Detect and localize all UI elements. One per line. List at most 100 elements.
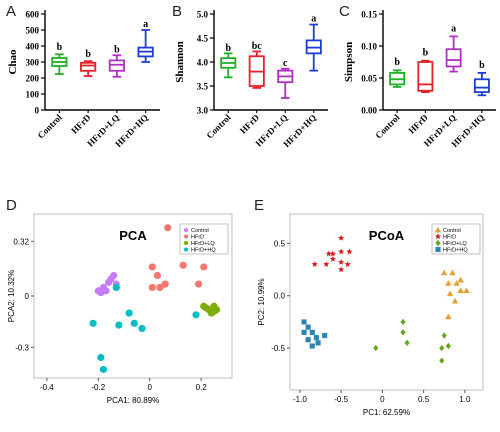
significance-letter: b	[394, 57, 400, 68]
data-point	[148, 263, 156, 271]
data-point	[441, 269, 448, 276]
x-axis-label: PCA1: 80.89%	[107, 396, 159, 405]
significance-letter: a	[451, 23, 456, 34]
y-tick-label: 100	[26, 90, 40, 100]
data-point	[434, 226, 442, 233]
legend-entry: HFrD	[191, 235, 204, 241]
data-point	[338, 266, 345, 273]
panel-letter-e: E	[254, 197, 264, 214]
box-chart-chao: 0100200300400500600ChaobControlbHFrDbHFr…	[7, 10, 160, 149]
box	[417, 61, 434, 92]
significance-letter: b	[85, 49, 91, 60]
data-point	[125, 309, 133, 317]
series-hfrd-hq	[89, 283, 200, 374]
data-point	[445, 342, 451, 350]
panel-letter-d: D	[6, 197, 17, 214]
category-label: Control	[36, 112, 65, 141]
legend-entry: Control	[443, 228, 461, 234]
data-point	[435, 239, 441, 247]
data-point	[400, 329, 406, 336]
x-tick-label: -0.4	[40, 383, 54, 392]
series-hfrd-lq	[200, 302, 221, 317]
data-point	[156, 283, 164, 292]
y-axis-label: PC2: 10.99%	[257, 278, 266, 325]
significance-letter: a	[143, 19, 148, 30]
data-point	[434, 233, 442, 240]
data-point	[344, 261, 351, 267]
data-point	[309, 329, 315, 335]
data-point	[451, 297, 459, 304]
y-axis-label: Shannon	[174, 41, 186, 83]
y-axis-label: PCA2: 10.32%	[7, 270, 16, 322]
legend-entry: HFrD+LQ	[191, 241, 215, 247]
data-point	[449, 269, 456, 276]
pca-chart: PCA -0.4 -0.2 0 0.2 -0.3 0 0.32 PCA1: 80.89% PCA2…	[7, 213, 233, 405]
x-tick-label: 1.0	[459, 395, 471, 404]
data-point	[153, 271, 162, 280]
panel-letter-c: C	[339, 3, 350, 20]
data-point	[463, 287, 470, 294]
data-point	[435, 246, 441, 253]
data-point	[148, 283, 156, 292]
y-tick-label: -0.5	[271, 344, 285, 353]
data-point	[192, 311, 200, 319]
data-point	[309, 343, 315, 349]
y-tick-label: 400	[26, 42, 40, 52]
data-point	[99, 283, 108, 292]
legend-entry: Control	[191, 228, 209, 234]
data-point	[311, 261, 318, 267]
significance-letter: b	[423, 48, 429, 59]
data-point	[338, 234, 345, 241]
data-point	[194, 280, 203, 288]
legend-entry: HFrD+HQ	[443, 248, 468, 254]
legend-box	[179, 223, 229, 255]
data-point	[325, 250, 332, 257]
chart-title: PCA	[119, 228, 147, 243]
y-tick-label: 0	[25, 292, 30, 301]
data-point	[445, 313, 452, 320]
y-tick-label: 0.5	[274, 239, 286, 248]
box	[80, 61, 97, 72]
y-tick-label: 5.0	[197, 10, 209, 20]
data-point	[313, 335, 319, 341]
y-tick-label: 300	[26, 58, 40, 68]
data-point	[315, 340, 321, 346]
data-point	[338, 248, 345, 255]
significance-letter: b	[57, 42, 63, 53]
series-hfrd-lq	[373, 318, 451, 364]
y-tick-label: 600	[26, 10, 40, 20]
box	[473, 78, 490, 93]
significance-letter: bc	[252, 41, 263, 52]
data-point	[441, 332, 447, 339]
x-tick-label: 0	[380, 395, 385, 404]
data-point	[112, 283, 120, 292]
y-tick-label: 3.5	[197, 82, 209, 92]
x-tick-label: 0.5	[418, 395, 430, 404]
data-point	[338, 258, 345, 265]
category-label: Control	[204, 112, 233, 141]
y-tick-label: 0	[35, 106, 40, 116]
data-point	[210, 302, 218, 310]
data-point	[184, 241, 188, 245]
significance-letter: b	[225, 43, 231, 54]
x-tick-label: 0.2	[196, 383, 208, 392]
pcoa-chart: PCoA -1.0 -0.5 0 0.5 1.0 -0.5 0.0 0.5 PC1: 62.59%…	[257, 213, 484, 417]
data-point	[115, 321, 123, 329]
legend-entry: HFrD+LQ	[443, 241, 467, 247]
x-axis-label: PC1: 62.59%	[363, 408, 410, 417]
data-point	[94, 287, 102, 295]
panel-letter-a: A	[6, 3, 16, 20]
x-tick-label: -0.5	[334, 395, 348, 404]
category-label: HFrD	[69, 112, 93, 136]
data-point	[164, 224, 172, 232]
y-tick-label: 0.32	[13, 237, 29, 246]
y-tick-label: -0.3	[15, 343, 29, 352]
legend-entry: HFrD	[443, 235, 456, 241]
data-point	[457, 287, 464, 294]
data-point	[439, 357, 445, 364]
data-point	[301, 329, 307, 335]
